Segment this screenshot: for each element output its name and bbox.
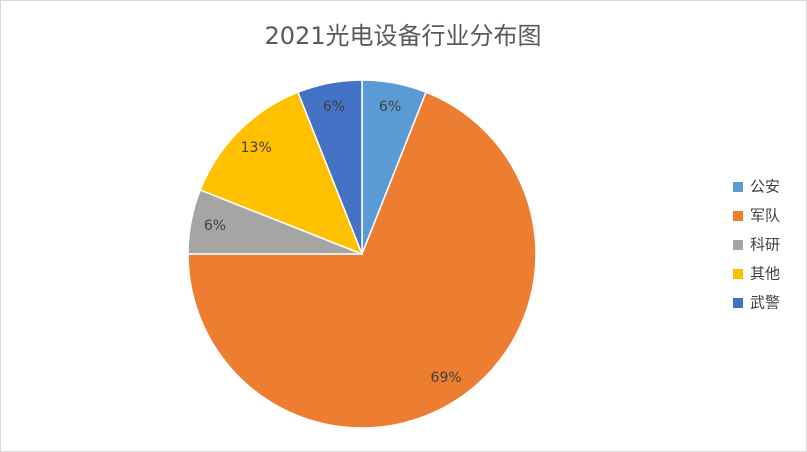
pie-slice [187, 91, 537, 429]
data-label: 6% [323, 99, 345, 115]
legend-swatch [733, 298, 743, 308]
legend-swatch [733, 211, 743, 221]
legend-swatch [733, 182, 743, 192]
chart-title: 2021光电设备行业分布图 [264, 22, 541, 50]
data-label: 6% [379, 99, 401, 115]
legend-label: 其他 [750, 265, 780, 283]
legend-label: 公安 [750, 178, 780, 196]
legend-label: 武警 [750, 294, 780, 312]
data-label: 13% [241, 140, 272, 156]
data-label: 6% [204, 218, 226, 234]
legend-label: 科研 [750, 236, 780, 254]
data-label: 69% [431, 370, 462, 386]
pie-slice [199, 91, 364, 256]
legend-swatch [733, 269, 743, 279]
pie-slice [296, 79, 363, 255]
legend-swatch [733, 240, 743, 250]
legend-label: 军队 [750, 207, 780, 225]
